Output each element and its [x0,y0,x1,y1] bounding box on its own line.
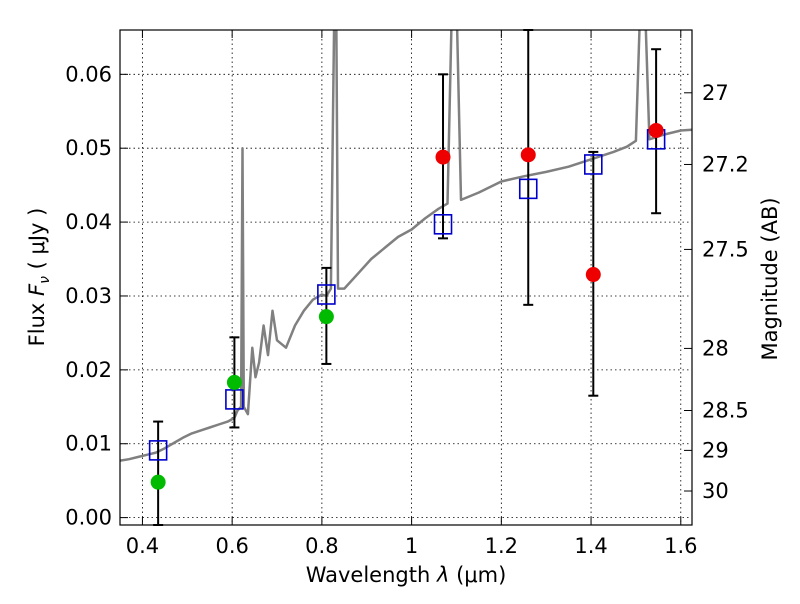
x-tick-label: 1.6 [664,534,697,558]
green-circle-marker [226,374,242,390]
x-tick-label: 0.4 [126,534,159,558]
y-axis-label: Flux Fν ( μJy ) [25,208,53,347]
red-circle-marker [435,149,451,165]
errorbar-layer [148,29,666,526]
tick-layer: 0.4 0.6 0.8 1 1.2 1.4 1.6 0.00 0.01 0.02 0.03 0.04 0… [65,30,749,558]
x-tick-label: 1.2 [485,534,518,558]
model-square-marker [518,178,538,200]
y2-tick-label: 29 [702,438,729,462]
x-tick-label: 0.8 [305,534,338,558]
plot-area [120,30,692,462]
y2-tick-label: 28 [702,336,729,360]
red-circle-marker [585,267,601,283]
grid-lines [120,30,692,525]
y2-tick-label: 27.2 [702,152,749,176]
model-square-marker [317,284,336,305]
y2-tick-label: 27 [702,81,729,105]
y-tick-label: 0.00 [65,506,112,530]
model-square-marker [584,154,603,175]
y2-tick-label: 27.5 [702,237,749,261]
red-circle-marker [520,147,536,163]
green-circle-marker [150,474,166,490]
red-circle-marker [648,122,664,138]
plot-frame [119,29,693,526]
y-tick-label: 0.03 [65,284,112,308]
y-tick-label: 0.02 [65,358,112,382]
model-square-marker [433,214,453,235]
y2-axis-label: Magnitude (AB) [758,197,782,360]
model-square-marker [148,440,168,461]
x-tick-label: 1 [405,534,418,558]
y-tick-label: 0.06 [65,62,112,86]
spectrum-line [120,30,692,462]
y-tick-label: 0.01 [65,432,112,456]
x-tick-label: 1.4 [574,534,607,558]
x-tick-label: 0.6 [215,534,248,558]
green-circle-marker [318,309,334,325]
y2-tick-label: 28.5 [702,398,749,422]
y2-tick-label: 30 [702,479,729,503]
y-tick-label: 0.04 [65,210,112,234]
y-tick-label: 0.05 [65,136,112,160]
x-axis-label: Wavelength λ (μm) [306,563,507,587]
